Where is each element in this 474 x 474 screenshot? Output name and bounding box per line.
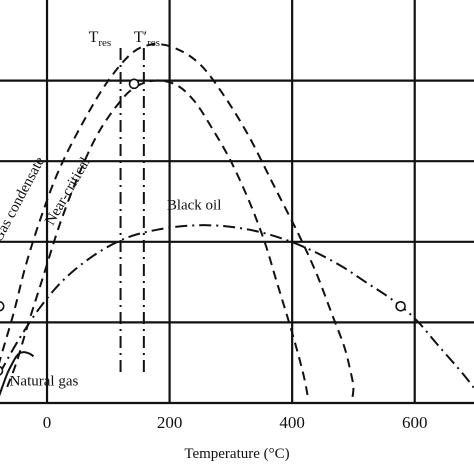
curve-label-natural-gas: Natural gas [10,373,79,389]
critical-point-gas-condensate [0,301,5,312]
series-black-oil [0,224,474,390]
x-axis-label: Temperature (°C) [184,446,289,462]
x-tick-label-600: 600 [402,413,428,432]
x-tick-label-400: 400 [279,413,305,432]
series-near-critical [6,79,309,396]
critical-point-near-critical [128,78,140,90]
series-gas-condensate [0,43,355,400]
x-tick-label-0: 0 [43,413,52,432]
series-natural-gas [0,351,35,397]
critical-point-natural-gas [0,365,4,376]
critical-point-black-oil [395,300,406,312]
curve-label-gas-condensate: Gas condensate [0,154,48,245]
grid-layer [0,0,474,405]
series-layer [0,43,474,400]
reference-line-label-1: Tres [89,29,112,49]
curve-label-black-oil: Black oil [167,198,222,214]
reference-line-label-2: T′res [134,29,160,49]
x-tick-label-200: 200 [157,413,183,432]
tick-labels: 0 200 400 600 [43,413,428,432]
critical-points [0,78,406,376]
